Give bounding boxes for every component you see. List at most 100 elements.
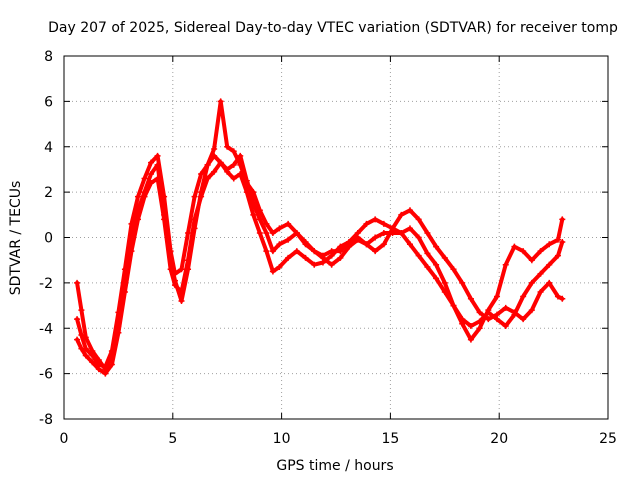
data-point: [74, 316, 81, 323]
data-point: [528, 307, 535, 314]
data-point: [154, 161, 161, 168]
data-point: [161, 211, 168, 218]
data-point: [363, 241, 370, 248]
data-point: [89, 359, 96, 366]
data-point: [211, 146, 218, 153]
data-point: [406, 241, 413, 248]
data-point: [115, 322, 122, 329]
x-tick-label: 25: [599, 431, 617, 447]
data-point: [494, 311, 501, 318]
data-point: [328, 248, 335, 255]
y-axis-label: SDTVAR / TECUs: [8, 181, 24, 296]
plot-series: [74, 98, 566, 377]
data-point: [237, 152, 244, 159]
data-point: [559, 239, 566, 246]
data-point: [415, 234, 422, 241]
x-tick-label: 15: [381, 431, 399, 447]
grid-lines: [64, 56, 608, 419]
data-point: [354, 234, 361, 241]
series-line-trace-3: [75, 99, 565, 372]
x-tick-label: 5: [168, 431, 177, 447]
data-point: [302, 241, 309, 248]
data-point: [148, 159, 155, 166]
data-point: [372, 248, 379, 255]
data-point: [380, 241, 387, 248]
data-point: [537, 248, 544, 255]
data-point: [276, 225, 283, 232]
data-point: [217, 98, 224, 105]
data-point: [224, 143, 231, 150]
data-point: [372, 234, 379, 241]
data-point: [528, 257, 535, 264]
data-point: [546, 241, 553, 248]
x-tick-labels: 0 5 10 15 20 25: [60, 431, 617, 447]
data-point: [82, 352, 89, 359]
data-point: [424, 263, 431, 270]
series-line-trace-2: [75, 153, 565, 369]
y-tick-label: -6: [39, 367, 53, 383]
data-point: [167, 257, 174, 264]
y-tick-label: 0: [44, 231, 53, 247]
data-point: [363, 220, 370, 227]
data-point: [559, 295, 566, 302]
data-point: [269, 248, 276, 255]
data-point: [243, 180, 250, 187]
data-point: [494, 293, 501, 300]
x-tick-label: 10: [273, 431, 291, 447]
data-point: [211, 168, 218, 175]
data-point: [230, 148, 237, 155]
y-tick-label: -2: [39, 276, 53, 292]
data-point: [546, 261, 553, 268]
data-point: [263, 248, 270, 255]
data-point: [502, 261, 509, 268]
data-point: [537, 288, 544, 295]
data-point: [398, 211, 405, 218]
data-point: [285, 236, 292, 243]
data-point: [141, 175, 148, 182]
data-point: [148, 170, 155, 177]
data-point: [433, 275, 440, 282]
data-point: [134, 193, 141, 200]
data-point: [337, 248, 344, 255]
data-point: [108, 352, 115, 359]
data-point: [121, 279, 128, 286]
data-point: [415, 252, 422, 259]
data-point: [185, 229, 192, 236]
y-tick-label: 4: [44, 140, 53, 156]
data-point: [141, 189, 148, 196]
data-point: [450, 302, 457, 309]
data-point: [441, 254, 448, 261]
data-point: [89, 347, 96, 354]
data-point: [380, 229, 387, 236]
data-point: [74, 279, 81, 286]
data-point: [198, 189, 205, 196]
data-point: [276, 241, 283, 248]
data-point: [415, 216, 422, 223]
data-point: [424, 229, 431, 236]
data-point: [502, 322, 509, 329]
data-point: [250, 211, 257, 218]
data-point: [441, 279, 448, 286]
data-point: [178, 298, 185, 305]
data-point: [467, 295, 474, 302]
data-point: [311, 261, 318, 268]
data-point: [78, 307, 85, 314]
data-point: [285, 220, 292, 227]
data-point: [511, 243, 518, 250]
data-point: [256, 207, 263, 214]
data-point: [528, 279, 535, 286]
data-point: [406, 207, 413, 214]
data-point: [128, 234, 135, 241]
data-point: [230, 175, 237, 182]
data-point: [424, 250, 431, 257]
data-point: [346, 239, 353, 246]
data-point: [433, 261, 440, 268]
data-point: [263, 229, 270, 236]
data-point: [467, 322, 474, 329]
data-point: [372, 216, 379, 223]
data-point: [269, 268, 276, 275]
data-point: [293, 248, 300, 255]
data-point: [250, 189, 257, 196]
